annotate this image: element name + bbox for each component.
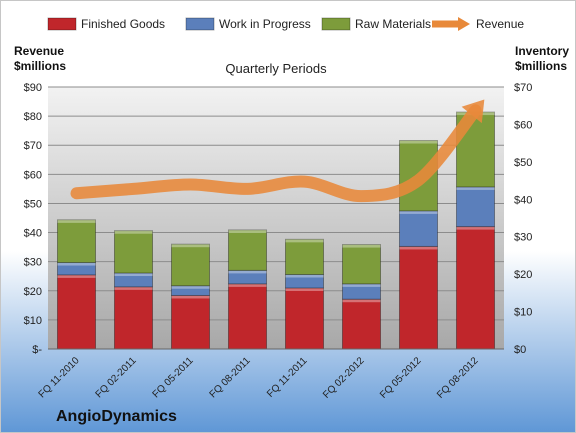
- bar-highlight: [114, 230, 153, 234]
- left-tick-label: $30: [24, 257, 42, 269]
- bar-highlight: [285, 239, 324, 243]
- bar-highlight: [285, 287, 324, 291]
- left-tick-label: $90: [24, 82, 42, 94]
- bar-work-in-progress: [399, 210, 438, 247]
- bar-finished-goods: [399, 245, 438, 350]
- legend-label-work-in-progress: Work in Progress: [219, 17, 311, 31]
- bar-finished-goods: [171, 294, 210, 350]
- bar-highlight: [228, 270, 267, 274]
- bar-raw-materials: [285, 238, 324, 276]
- right-tick-label: $60: [514, 119, 532, 131]
- legend-label-finished-goods: Finished Goods: [81, 17, 165, 31]
- bar-highlight: [342, 244, 381, 248]
- bar-highlight: [342, 299, 381, 303]
- bar-highlight: [342, 283, 381, 287]
- bar-work-in-progress: [342, 283, 381, 300]
- bar-highlight: [399, 210, 438, 214]
- bar-finished-goods: [114, 286, 153, 350]
- right-tick-label: $40: [514, 194, 532, 206]
- right-tick-label: $70: [514, 82, 532, 94]
- bar-raw-materials: [114, 230, 153, 274]
- bar-finished-goods: [285, 287, 324, 350]
- left-tick-label: $80: [24, 111, 42, 123]
- bar-highlight: [456, 186, 495, 190]
- bar-highlight: [57, 262, 96, 266]
- legend-arrow-revenue: [458, 17, 470, 31]
- bar-highlight: [114, 273, 153, 277]
- right-tick-label: $0: [514, 344, 526, 356]
- right-axis-label-line2: $millions: [515, 59, 567, 73]
- right-axis-label-line1: Inventory: [515, 44, 569, 58]
- left-tick-label: $10: [24, 315, 42, 327]
- bar-raw-materials: [342, 244, 381, 285]
- bar-raw-materials: [171, 243, 210, 287]
- legend-swatch-raw-materials: [321, 17, 351, 31]
- bar-highlight: [57, 274, 96, 278]
- left-axis-label-line2: $millions: [14, 59, 66, 73]
- bar-highlight: [171, 244, 210, 248]
- bar-raw-materials: [228, 229, 267, 271]
- left-tick-label: $60: [24, 169, 42, 181]
- right-tick-label: $10: [514, 307, 532, 319]
- bar-finished-goods: [342, 298, 381, 350]
- bar-finished-goods: [228, 283, 267, 350]
- legend-label-raw-materials: Raw Materials: [355, 17, 431, 31]
- left-tick-label: $20: [24, 286, 42, 298]
- bar-highlight: [399, 140, 438, 144]
- bar-work-in-progress: [456, 186, 495, 228]
- right-tick-label: $50: [514, 157, 532, 169]
- bar-highlight: [228, 283, 267, 287]
- legend-label-revenue: Revenue: [476, 17, 524, 31]
- revenue-arrowhead: [461, 99, 485, 124]
- left-tick-label: $-: [32, 344, 42, 356]
- left-axis-label-line1: Revenue: [14, 44, 64, 58]
- bar-finished-goods: [456, 226, 495, 350]
- left-tick-label: $70: [24, 140, 42, 152]
- chart-title: Quarterly Periods: [225, 61, 327, 76]
- bar-highlight: [114, 286, 153, 290]
- bar-highlight: [171, 295, 210, 299]
- right-tick-label: $30: [514, 232, 532, 244]
- bar-highlight: [171, 285, 210, 289]
- revenue-line: [70, 104, 482, 203]
- legend-swatch-work-in-progress: [185, 17, 215, 31]
- bar-highlight: [228, 229, 267, 233]
- bar-highlight: [456, 226, 495, 230]
- bar-raw-materials: [57, 219, 96, 264]
- company-name: AngioDynamics: [56, 408, 177, 425]
- legend-swatch-finished-goods: [47, 17, 77, 31]
- left-tick-label: $50: [24, 198, 42, 210]
- bar-highlight: [57, 219, 96, 223]
- right-tick-label: $20: [514, 269, 532, 281]
- bar-highlight: [399, 246, 438, 250]
- bar-finished-goods: [57, 274, 96, 350]
- left-tick-label: $40: [24, 228, 42, 240]
- bar-highlight: [285, 274, 324, 278]
